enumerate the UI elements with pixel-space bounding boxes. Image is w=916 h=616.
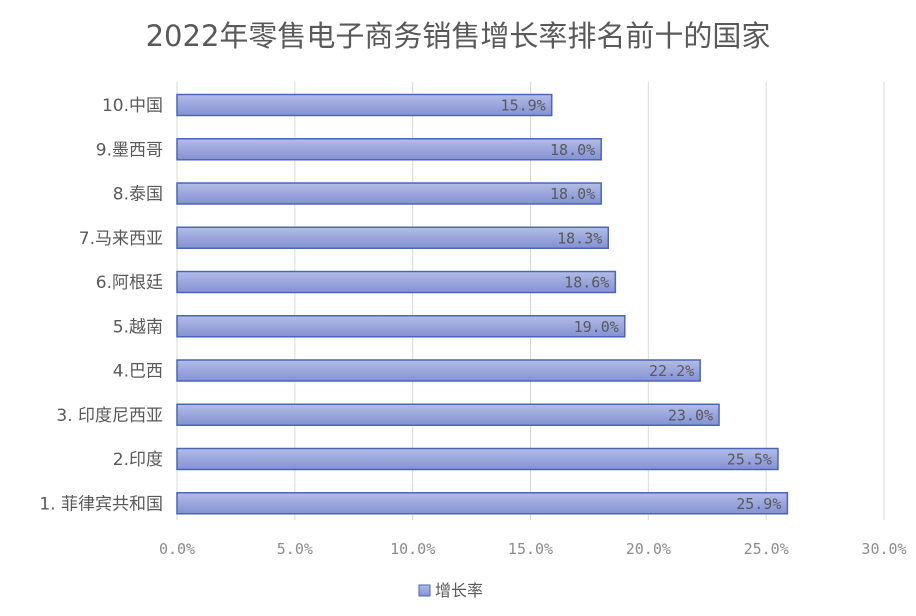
data-label: 23.0% xyxy=(668,406,713,424)
category-label: 9.墨西哥 xyxy=(96,140,163,160)
x-tick-label: 5.0% xyxy=(277,540,313,558)
data-label: 15.9% xyxy=(501,97,546,115)
chart-title: 2022年零售电子商务销售增长率排名前十的国家 xyxy=(146,19,771,53)
x-tick-label: 10.0% xyxy=(390,540,435,558)
data-label: 25.5% xyxy=(727,451,772,469)
bar xyxy=(176,138,602,161)
bar xyxy=(176,182,602,205)
category-label: 7.马来西亚 xyxy=(79,229,163,249)
category-label: 10.中国 xyxy=(102,96,163,116)
category-label: 3. 印度尼西亚 xyxy=(56,406,163,426)
category-label: 1. 菲律宾共和国 xyxy=(39,494,163,514)
bar xyxy=(176,93,553,117)
data-label: 18.3% xyxy=(557,229,602,247)
bar xyxy=(176,492,789,515)
category-label: 6.阿根廷 xyxy=(96,273,163,293)
data-label: 18.6% xyxy=(564,274,609,292)
category-label: 2.印度 xyxy=(113,450,163,470)
x-tick-labels: 0.0% 5.0% 10.0% 15.0% 20.0% 25.0% 30.0% xyxy=(159,540,907,558)
data-label: 25.9% xyxy=(736,495,781,513)
bar xyxy=(176,359,701,382)
data-label: 22.2% xyxy=(649,362,694,380)
category-labels: 10.中国 9.墨西哥 8.泰国 7.马来西亚 6.阿根廷 5.越南 4.巴西 3. 印度尼西… xyxy=(39,96,163,514)
x-tick-label: 0.0% xyxy=(159,540,195,558)
bar xyxy=(176,447,779,471)
category-label: 4.巴西 xyxy=(113,362,163,382)
data-label: 18.0% xyxy=(550,141,595,159)
bars-group: 15.9% 18.0% 18.0% 18.3% 18.6% 19.0% 22.2% 23.0%… xyxy=(176,93,789,515)
legend: 增长率 xyxy=(418,581,483,600)
x-tick-label: 15.0% xyxy=(508,540,553,558)
bar xyxy=(176,226,610,249)
x-tick-label: 20.0% xyxy=(626,540,671,558)
data-label: 19.0% xyxy=(574,318,619,336)
data-label: 18.0% xyxy=(550,185,595,203)
category-label: 8.泰国 xyxy=(113,185,163,205)
legend-swatch xyxy=(418,584,431,597)
bar xyxy=(176,403,720,426)
legend-label: 增长率 xyxy=(435,581,483,600)
x-tick-label: 30.0% xyxy=(861,540,906,558)
bar xyxy=(176,270,617,294)
category-label: 5.越南 xyxy=(113,317,163,337)
x-tick-label: 25.0% xyxy=(744,540,789,558)
bar xyxy=(176,315,626,338)
